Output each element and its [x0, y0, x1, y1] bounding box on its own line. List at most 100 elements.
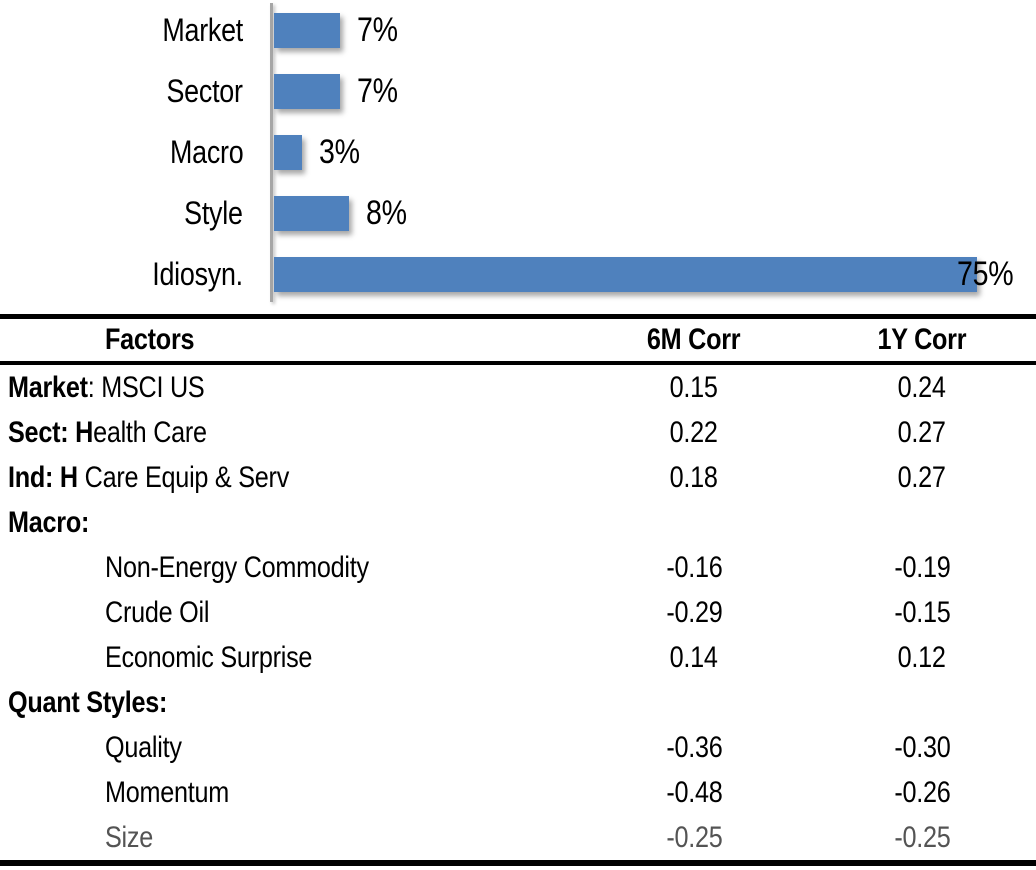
factor-label-bold: Ind: H	[8, 460, 78, 494]
category-label-style: Style	[0, 196, 243, 231]
6m-corr-value: 0.15	[669, 370, 719, 404]
6m-corr-cell: 0.15	[580, 371, 808, 405]
factor-cell: Non-Energy Commodity	[0, 551, 580, 585]
bar-value-label-sector: 7%	[357, 74, 406, 109]
table-row: Economic Surprise 0.14 0.12	[0, 635, 1036, 680]
bar-value-text: 3%	[319, 133, 360, 171]
factor-label-regular: Economic Surprise	[105, 640, 313, 674]
factor-label: Economic Surprise	[105, 641, 312, 675]
category-label-text: Market	[162, 12, 243, 48]
col-header-1y-corr: 1Y Corr	[808, 323, 1036, 357]
factor-label-bold: Quant Styles:	[8, 685, 168, 719]
factor-label: Momentum	[105, 776, 229, 810]
factor-cell: Quant Styles:	[0, 686, 580, 720]
factor-correlation-table: Factors 6M Corr 1Y Corr Market: MSCI US 0…	[0, 314, 1036, 866]
1y-corr-value: 0.12	[897, 640, 947, 674]
factor-label: Macro:	[8, 506, 89, 540]
table-row: Market: MSCI US 0.15 0.24	[0, 365, 1036, 410]
factor-cell: Size	[0, 821, 580, 855]
col-header-factors-text: Factors	[105, 323, 195, 356]
factor-label-bold: Macro:	[8, 505, 90, 539]
6m-corr-value: -0.48	[665, 775, 723, 809]
table-row: Momentum -0.48 -0.26	[0, 770, 1036, 815]
y-axis-line	[270, 3, 273, 302]
1y-corr-value: -0.30	[893, 730, 951, 764]
1y-corr-cell: 0.27	[808, 416, 1036, 450]
col-header-factors: Factors	[0, 323, 580, 357]
6m-corr-value: -0.36	[665, 730, 723, 764]
1y-corr-value: -0.15	[893, 595, 951, 629]
6m-corr-cell: -0.25	[580, 821, 808, 855]
table-row: Crude Oil -0.29 -0.15	[0, 590, 1036, 635]
category-label-text: Style	[184, 195, 243, 231]
factor-cell: Macro:	[0, 506, 580, 540]
factor-label: Quant Styles:	[8, 686, 167, 720]
1y-corr-cell: -0.15	[808, 596, 1036, 630]
1y-corr-value: -0.19	[893, 550, 951, 584]
6m-corr-value: -0.16	[665, 550, 723, 584]
col-header-6m-corr: 6M Corr	[580, 323, 808, 357]
factor-label-regular: Crude Oil	[105, 595, 210, 629]
table-row: Quality -0.36 -0.30	[0, 725, 1036, 770]
1y-corr-value: 0.27	[897, 460, 947, 494]
factor-label-regular: Momentum	[105, 775, 230, 809]
factor-label-regular: : MSCI US	[87, 370, 205, 404]
factor-label: Sect: Health Care	[8, 416, 207, 450]
6m-corr-cell	[580, 686, 808, 720]
6m-corr-cell: 0.22	[580, 416, 808, 450]
factor-cell: Crude Oil	[0, 596, 580, 630]
bar-value-text: 8%	[366, 194, 407, 232]
factor-cell: Market: MSCI US	[0, 371, 580, 405]
factor-label: Non-Energy Commodity	[105, 551, 369, 585]
factor-label: Quality	[105, 731, 182, 765]
factor-label-regular: Non-Energy Commodity	[105, 550, 369, 584]
6m-corr-value: 0.18	[669, 460, 719, 494]
col-header-6m-corr-text: 6M Corr	[647, 323, 741, 356]
1y-corr-value: -0.25	[893, 820, 951, 854]
factor-label: Crude Oil	[105, 596, 209, 630]
6m-corr-cell	[580, 506, 808, 540]
bar-value-text: 7%	[357, 72, 398, 110]
6m-corr-cell: -0.16	[580, 551, 808, 585]
factor-label-bold: Market	[8, 370, 88, 404]
1y-corr-cell: 0.27	[808, 461, 1036, 495]
1y-corr-cell: -0.19	[808, 551, 1036, 585]
table-row: Non-Energy Commodity -0.16 -0.19	[0, 545, 1036, 590]
bar-idiosyn	[274, 257, 977, 292]
factor-label-regular: Quality	[105, 730, 182, 764]
bar-value-label-market: 7%	[357, 13, 406, 48]
factor-contribution-bar-chart: Market 7% Sector 7% Macro 3% Style 8% Idiosyn. 75…	[0, 0, 1036, 314]
table-row: Size -0.25 -0.25	[0, 815, 1036, 860]
6m-corr-cell: 0.14	[580, 641, 808, 675]
factor-label: Market: MSCI US	[8, 370, 205, 405]
6m-corr-cell: -0.48	[580, 776, 808, 810]
1y-corr-cell: 0.12	[808, 641, 1036, 675]
table-row: Macro:	[0, 500, 1036, 545]
factor-cell: Quality	[0, 731, 580, 765]
1y-corr-value: -0.26	[893, 775, 951, 809]
factor-label: Ind: H Care Equip & Serv	[8, 461, 289, 495]
bar-sector	[274, 74, 340, 109]
factor-cell: Economic Surprise	[0, 641, 580, 675]
bar-value-label-macro: 3%	[319, 135, 368, 170]
bar-market	[274, 13, 340, 48]
6m-corr-value: 0.14	[669, 640, 719, 674]
6m-corr-cell: -0.29	[580, 596, 808, 630]
bar-value-label-style: 8%	[366, 196, 415, 231]
table-row: Sect: Health Care 0.22 0.27	[0, 410, 1036, 455]
col-header-1y-corr-text: 1Y Corr	[877, 323, 967, 356]
category-label-sector: Sector	[0, 74, 243, 109]
category-label-text: Sector	[166, 73, 243, 109]
bar-value-text: 75%	[957, 255, 1014, 293]
1y-corr-cell	[808, 506, 1036, 540]
bar-style	[274, 196, 349, 231]
6m-corr-cell: -0.36	[580, 731, 808, 765]
bar-value-text: 7%	[357, 11, 398, 49]
6m-corr-cell: 0.18	[580, 461, 808, 495]
1y-corr-cell: -0.26	[808, 776, 1036, 810]
6m-corr-value: -0.29	[665, 595, 723, 629]
category-label-text: Idiosyn.	[152, 256, 243, 292]
table-row: Quant Styles:	[0, 680, 1036, 725]
factor-label-bold: Sect: H	[8, 415, 94, 449]
